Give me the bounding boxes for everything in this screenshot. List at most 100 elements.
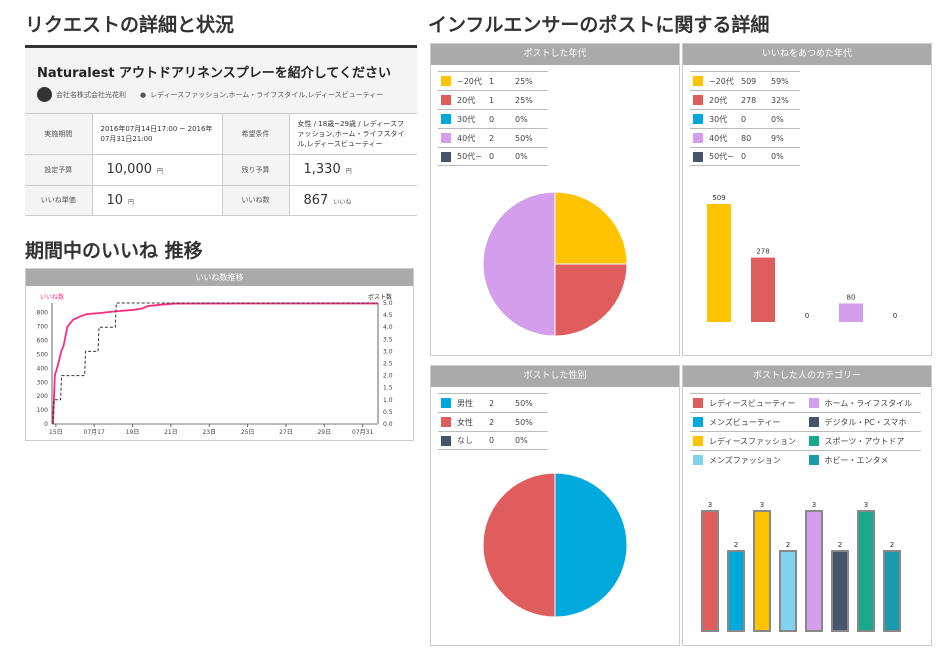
legend-swatch [693, 76, 703, 86]
bar [831, 550, 849, 632]
y2-tick-label: 4.0 [383, 324, 393, 331]
legend-item: 50代~ 0 0% [438, 147, 548, 166]
legend-item: デジタル・PC・スマホ [805, 412, 921, 431]
x-tick-label: 19日 [126, 429, 140, 436]
budget-label: 設定予算 [25, 154, 93, 186]
legend-percent: 50% [515, 398, 533, 408]
bar [727, 550, 745, 632]
bar [779, 550, 797, 632]
legend-item: レディースファッション [690, 431, 806, 450]
legend-value: 1 [489, 76, 495, 86]
legend-item: 50代~ 0 0% [690, 147, 800, 166]
x-tick-label: 21日 [164, 429, 178, 436]
legend-label: 20代 [709, 95, 728, 105]
legend-swatch [441, 95, 451, 105]
legend-swatch [441, 398, 451, 408]
y-tick-label: 0 [44, 421, 48, 428]
panel-title: ポストした性別 [431, 366, 679, 387]
legend-value: 0 [741, 114, 747, 124]
legend-swatch [441, 435, 451, 446]
bar-value-label: 2 [734, 541, 738, 549]
legend-label: スポーツ・アウトドア [824, 436, 905, 446]
legend-swatch [808, 417, 819, 427]
bar-value-label: 3 [864, 501, 868, 509]
y-tick-label: 500 [37, 351, 49, 358]
legend-label: 30代 [709, 114, 728, 124]
legend-percent: 32% [771, 95, 789, 105]
legend-label: 20代 [457, 95, 476, 105]
legend: ~20代 1 25% 20代 1 25% 30代 0 0% 40代 2 50% 50代~ 0 0% [438, 71, 548, 166]
legend-swatch [808, 398, 819, 408]
bar [857, 510, 875, 632]
legend-swatch [693, 398, 703, 408]
y-tick-label: 400 [37, 365, 49, 372]
category-legend: レディースビューティー ホーム・ライフスタイルメンズビューティー デジタル・PC・ス… [690, 393, 921, 469]
legend-label: メンズビューティー [709, 417, 781, 427]
legend-label: 女性 [457, 417, 473, 427]
legend-swatch [441, 133, 451, 143]
legend-swatch [693, 455, 703, 465]
legend-label: 50代~ [709, 152, 734, 161]
request-title: Naturalest アウトドアリネンスプレーを紹介してください [37, 66, 392, 81]
pie-slice [482, 472, 556, 618]
pie-slice [554, 191, 628, 265]
legend-label: なし [457, 436, 473, 445]
legend-label: ~20代 [709, 76, 734, 86]
bar [839, 303, 863, 322]
legend-item: メンズビューティー [690, 412, 806, 431]
legend-label: ホビー・エンタメ [824, 455, 889, 465]
legend-swatch [808, 455, 819, 465]
company-logo [37, 87, 52, 102]
left-axis-label: いいね数 [40, 293, 64, 301]
pie-slice [554, 263, 628, 337]
bar-value-label: 3 [760, 501, 764, 509]
legend-label: ホーム・ライフスタイル [824, 398, 913, 408]
unit-price-label: いいね単価 [25, 185, 93, 216]
y2-tick-label: 1.0 [383, 397, 393, 404]
legend-percent: 9% [771, 133, 784, 143]
post-category-panel: ポストした人のカテゴリー レディースビューティー ホーム・ライフスタイル メンズビュー… [682, 365, 932, 646]
y-tick-label: 200 [37, 393, 49, 400]
legend-percent: 25% [515, 76, 533, 86]
likes-unit: いいね [333, 198, 352, 206]
bar [751, 257, 775, 322]
bar-value-label: 80 [847, 293, 856, 301]
legend-swatch [693, 436, 703, 446]
legend-swatch [693, 417, 703, 427]
legend-percent: 0% [515, 152, 528, 161]
legend-value: 509 [741, 76, 757, 86]
legend-item: スポーツ・アウトドア [805, 431, 921, 450]
legend-percent: 0% [515, 436, 528, 445]
bar-value-label: 3 [708, 501, 712, 509]
bar-chart: 509 278 0 80 0 [707, 194, 897, 322]
legend-label: デジタル・PC・スマホ [824, 417, 907, 427]
bar [707, 204, 731, 322]
trend-chart-title: いいね数推移 [26, 269, 413, 286]
bar-value-label: 2 [838, 541, 842, 549]
bar [701, 510, 719, 632]
y2-tick-label: 0.5 [383, 409, 393, 416]
legend-item: 40代 2 50% [438, 128, 548, 147]
panel-title: ポストした年代 [431, 44, 679, 65]
legend-label: 40代 [709, 133, 728, 143]
likes-series-line [52, 302, 379, 425]
x-tick-label: 29日 [317, 429, 331, 436]
y-tick-label: 800 [37, 310, 49, 317]
legend-value: 278 [741, 95, 757, 105]
legend-item: ホーム・ライフスタイル [805, 393, 921, 412]
remaining-value: 1,330 [303, 162, 341, 177]
legend-item: 男性 2 50% [438, 393, 548, 412]
right-axis-label: ポスト数 [368, 293, 392, 301]
x-tick-label: 07月31 [352, 429, 373, 436]
tags: レディースファッション,ホーム・ライフスタイル,レディースビューティー [150, 90, 384, 99]
legend-item: 30代 0 0% [438, 109, 548, 128]
legend-item: 20代 278 32% [690, 90, 800, 109]
legend-label: 男性 [457, 398, 473, 408]
pie-chart [482, 191, 628, 337]
legend-percent: 50% [515, 133, 533, 143]
likes-value: 867 [303, 192, 329, 208]
x-tick-label: 25日 [241, 429, 255, 436]
bar-value-label: 2 [786, 541, 790, 549]
legend-label: レディースビューティー [709, 398, 796, 408]
x-tick-label: 23日 [202, 429, 216, 436]
